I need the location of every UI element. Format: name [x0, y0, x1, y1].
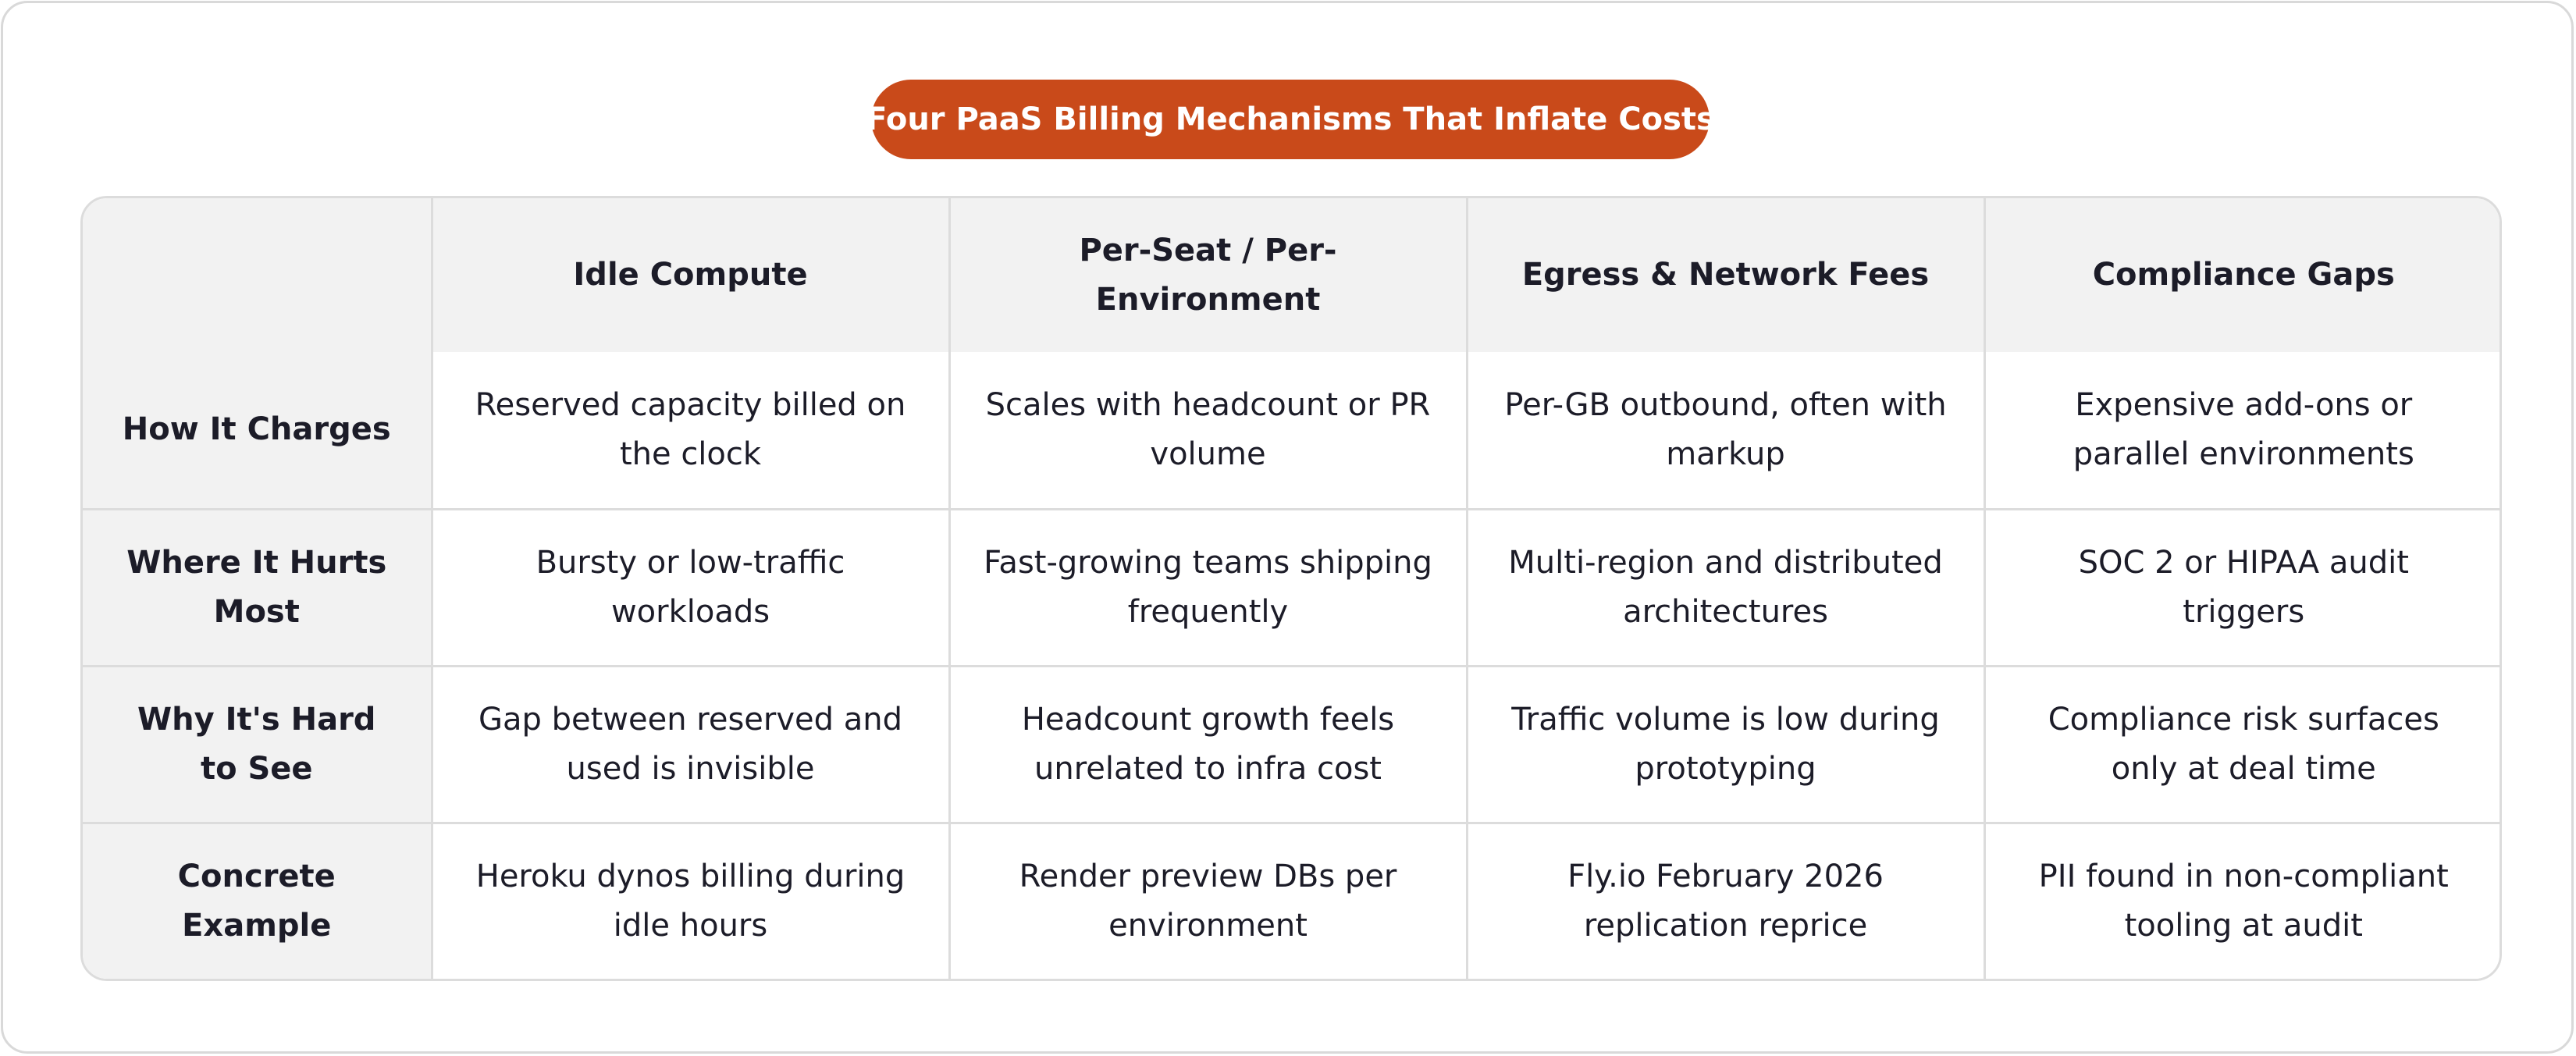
table-row: How It Charges Reserved capacity billed … — [83, 352, 2500, 510]
table-cell: Per-GB outbound, often with markup — [1467, 352, 1986, 510]
table-cell: Bursty or low-traffic workloads — [432, 509, 951, 667]
row-header-why-hard-to-see: Why It's Hard to See — [83, 666, 433, 824]
column-header-compliance: Compliance Gaps — [1984, 198, 2500, 352]
corner-cell — [83, 198, 433, 352]
table-row: Where It Hurts Most Bursty or low-traffi… — [83, 509, 2500, 667]
comparison-table: Idle Compute Per-Seat / Per-Environment … — [83, 198, 2500, 979]
table-cell: Headcount growth feels unrelated to infr… — [949, 666, 1468, 824]
table-cell: Fast-growing teams shipping frequently — [949, 509, 1468, 667]
header-row: Idle Compute Per-Seat / Per-Environment … — [83, 198, 2500, 352]
table-cell: Expensive add-ons or parallel environmen… — [1984, 352, 2500, 510]
table-cell: Render preview DBs per environment — [949, 823, 1468, 979]
table-row: Why It's Hard to See Gap between reserve… — [83, 666, 2500, 824]
comparison-table-container: Idle Compute Per-Seat / Per-Environment … — [80, 196, 2502, 981]
table-cell: Traffic volume is low during prototyping — [1467, 666, 1986, 824]
table-cell: Reserved capacity billed on the clock — [432, 352, 951, 510]
table-cell: Heroku dynos billing during idle hours — [432, 823, 951, 979]
table-cell: Multi-region and distributed architectur… — [1467, 509, 1986, 667]
row-header-where-it-hurts: Where It Hurts Most — [83, 509, 433, 667]
table-row: Concrete Example Heroku dynos billing du… — [83, 823, 2500, 979]
column-header-per-seat: Per-Seat / Per-Environment — [949, 198, 1468, 352]
column-header-egress: Egress & Network Fees — [1467, 198, 1986, 352]
table-cell: Fly.io February 2026 replication reprice — [1467, 823, 1986, 979]
row-header-how-it-charges: How It Charges — [83, 352, 433, 510]
table-cell: Compliance risk surfaces only at deal ti… — [1984, 666, 2500, 824]
table-cell: Gap between reserved and used is invisib… — [432, 666, 951, 824]
column-header-idle-compute: Idle Compute — [432, 198, 951, 352]
row-header-concrete-example: Concrete Example — [83, 823, 433, 979]
table-cell: PII found in non-compliant tooling at au… — [1984, 823, 2500, 979]
title-badge: Four PaaS Billing Mechanisms That Inflat… — [866, 80, 1715, 159]
table-cell: SOC 2 or HIPAA audit triggers — [1984, 509, 2500, 667]
table-cell: Scales with headcount or PR volume — [949, 352, 1468, 510]
